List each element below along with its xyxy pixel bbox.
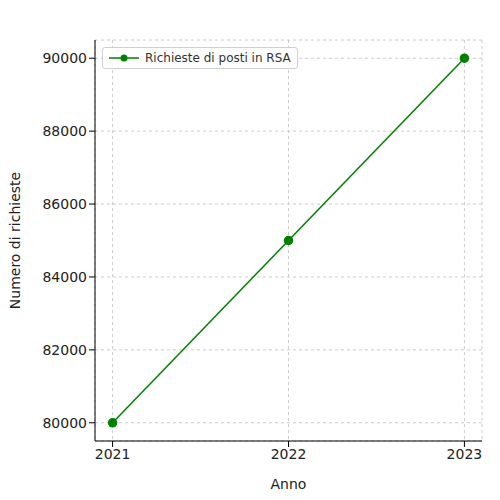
- svg-text:84000: 84000: [42, 269, 87, 285]
- html-text:Richieste di posti in RSA: Richieste di posti in RSA: [145, 51, 291, 65]
- svg-text:2022: 2022: [271, 446, 307, 462]
- svg-text:86000: 86000: [42, 196, 87, 212]
- svg-text:Numero di richieste: Numero di richieste: [8, 172, 23, 309]
- svg-text:88000: 88000: [42, 123, 87, 139]
- svg-text:80000: 80000: [42, 415, 87, 431]
- svg-text:82000: 82000: [42, 342, 87, 358]
- svg-text:2023: 2023: [447, 446, 483, 462]
- svg-text:Anno: Anno: [271, 476, 307, 492]
- svg-text:2021: 2021: [95, 446, 131, 462]
- svg-text:90000: 90000: [42, 50, 87, 66]
